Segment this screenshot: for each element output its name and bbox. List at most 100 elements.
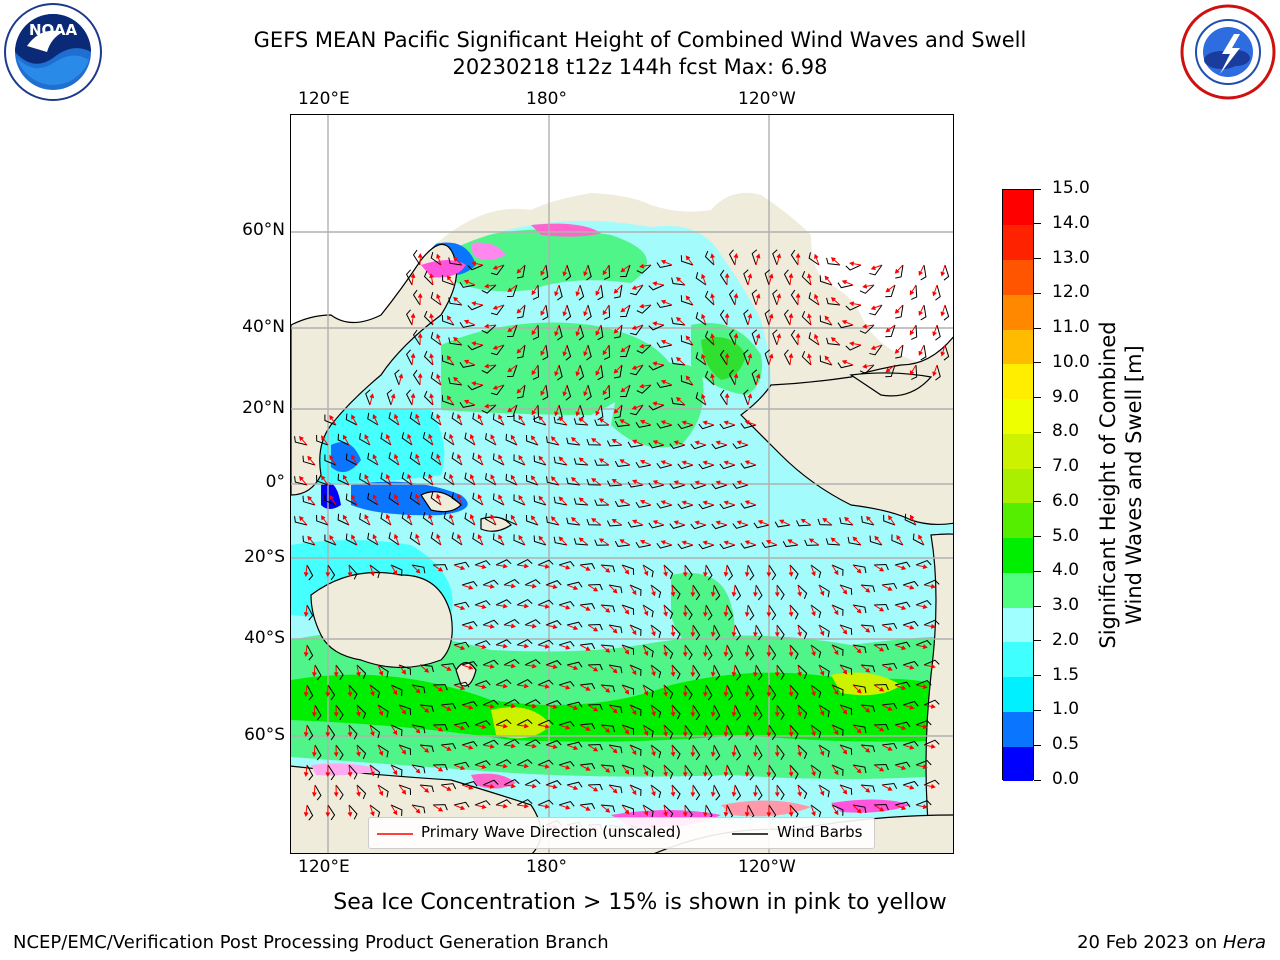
wave-direction-arrow xyxy=(663,684,668,697)
wind-barb xyxy=(587,663,603,671)
wave-direction-arrow xyxy=(432,684,444,692)
wave-direction-arrow xyxy=(888,515,896,526)
wave-direction-arrow xyxy=(393,533,400,546)
wind-barb xyxy=(801,350,812,366)
wave-direction-arrow xyxy=(681,540,694,546)
wave-direction-arrow xyxy=(631,284,644,290)
lat-label-40s: 40°S xyxy=(244,628,285,648)
wind-barb xyxy=(405,309,413,326)
wind-barb xyxy=(461,661,478,667)
wind-barb xyxy=(586,479,602,486)
wave-direction-arrow xyxy=(642,804,649,817)
wind-barb xyxy=(380,432,392,446)
colorbar-segment xyxy=(1003,398,1033,434)
wind-barb xyxy=(774,521,791,528)
wave-direction-arrow xyxy=(702,460,715,466)
wave-direction-arrow xyxy=(524,743,537,749)
wind-barb xyxy=(669,443,686,449)
wave-direction-arrow xyxy=(602,344,610,356)
wind-barb xyxy=(915,559,932,566)
wave-direction-arrow xyxy=(650,744,656,757)
wave-direction-arrow xyxy=(639,343,652,349)
wave-direction-arrow xyxy=(660,420,673,426)
wind-barb xyxy=(516,798,533,806)
colorbar-tick-mark xyxy=(1034,292,1041,294)
wind-barb xyxy=(369,564,381,579)
wind-barb xyxy=(621,644,635,655)
wave-direction-arrow xyxy=(731,704,737,717)
wind-barb xyxy=(920,264,927,281)
wind-barb xyxy=(684,604,693,621)
wind-barb xyxy=(411,564,426,574)
wave-direction-arrow xyxy=(909,364,917,376)
wave-direction-arrow xyxy=(663,644,668,657)
wave-direction-arrow xyxy=(639,263,652,269)
wind-barb xyxy=(698,543,715,550)
wind-barb xyxy=(566,621,583,628)
wave-direction-arrow xyxy=(410,353,416,366)
wind-barb xyxy=(663,724,674,740)
wind-barb xyxy=(365,389,371,406)
wind-barb xyxy=(852,724,867,734)
wind-barb xyxy=(579,563,596,570)
wind-barb xyxy=(565,304,572,321)
wind-barb xyxy=(356,664,367,680)
wave-direction-arrow xyxy=(507,324,518,333)
map-subtitle: 20230218 t12z 144h fcst Max: 6.98 xyxy=(452,55,828,79)
wind-barb xyxy=(690,523,707,530)
wave-direction-arrow xyxy=(744,500,757,506)
wave-direction-arrow xyxy=(608,664,618,674)
wind-barb xyxy=(524,699,541,706)
wave-direction-arrow xyxy=(490,434,497,446)
wind-barb xyxy=(629,704,642,716)
wave-direction-arrow xyxy=(673,520,686,526)
wind-barb xyxy=(789,604,799,620)
wave-direction-arrow xyxy=(436,413,442,426)
wind-barb xyxy=(819,355,833,366)
wind-barb xyxy=(648,364,665,371)
wave-direction-arrow xyxy=(432,564,444,572)
wave-direction-arrow xyxy=(570,477,581,486)
wind-barb xyxy=(441,395,455,406)
wave-direction-arrow xyxy=(600,644,611,653)
wind-barb xyxy=(335,784,344,801)
wave-direction-arrow xyxy=(342,474,350,486)
wind-barb xyxy=(440,663,457,670)
wind-barb xyxy=(861,516,875,526)
wave-direction-arrow xyxy=(471,261,484,266)
wind-barb xyxy=(419,664,435,673)
wind-barb xyxy=(860,704,876,712)
colorbar-tick-label: 13.0 xyxy=(1052,247,1090,268)
wind-barb xyxy=(894,641,911,648)
wave-direction-arrow xyxy=(755,373,761,386)
wave-direction-arrow xyxy=(312,664,317,678)
wind-barb xyxy=(348,724,358,740)
wave-height-map xyxy=(290,114,954,854)
wave-direction-arrow xyxy=(516,763,529,769)
wave-direction-arrow xyxy=(453,296,463,306)
wind-barb xyxy=(740,543,757,549)
wave-direction-arrow xyxy=(440,744,452,751)
wind-barb xyxy=(306,764,314,781)
wind-barb xyxy=(356,784,367,800)
wave-direction-arrow xyxy=(356,784,361,797)
wave-direction-arrow xyxy=(587,584,599,592)
wave-direction-arrow xyxy=(558,764,571,770)
wave-direction-arrow xyxy=(417,372,423,386)
wave-direction-arrow xyxy=(776,333,782,346)
wind-barb xyxy=(719,389,728,406)
wind-barb xyxy=(776,704,785,720)
wave-direction-arrow xyxy=(652,520,665,526)
wind-barb xyxy=(327,724,336,741)
wind-barb xyxy=(755,624,763,641)
wave-direction-arrow xyxy=(923,624,936,629)
wave-direction-arrow xyxy=(670,664,676,677)
wind-barb xyxy=(713,744,721,761)
wave-direction-arrow xyxy=(495,683,508,689)
wind-barb xyxy=(614,420,631,427)
colorbar-tick-label: 14.0 xyxy=(1052,212,1090,233)
wave-direction-arrow xyxy=(866,515,875,526)
wave-direction-arrow xyxy=(579,684,591,691)
wind-barb xyxy=(677,423,694,430)
wave-direction-arrow xyxy=(909,284,917,296)
